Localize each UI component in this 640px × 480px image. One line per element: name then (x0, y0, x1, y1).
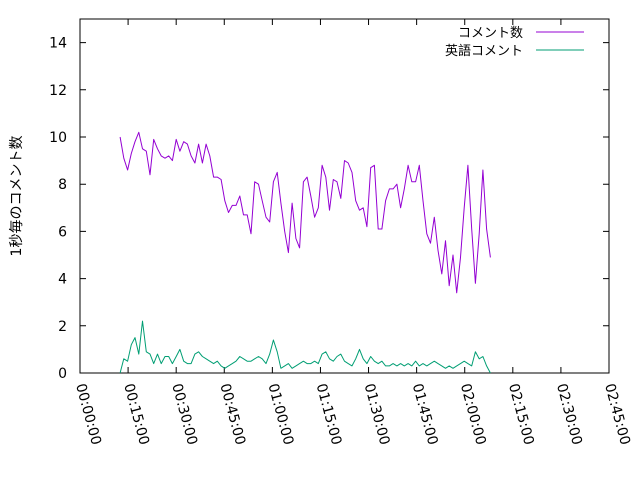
plot-frame (79, 18, 610, 374)
x-tick-label: 01:45:00 (409, 382, 441, 447)
y-tick-label: 14 (49, 36, 67, 52)
x-tick-label: 02:45:00 (601, 382, 633, 447)
x-tick-label: 01:30:00 (361, 382, 393, 447)
y-tick-label: 0 (58, 366, 67, 382)
legend-label: 英語コメント (445, 43, 523, 59)
y-tick-label: 2 (58, 319, 67, 335)
series-line-2 (119, 320, 491, 374)
y-tick-label: 10 (49, 130, 67, 146)
y-axis: 0 2 4 6 8 10 12 14 (49, 36, 609, 382)
x-tick-label: 02:30:00 (553, 382, 585, 447)
x-tick-label: 00:00:00 (72, 382, 104, 447)
x-axis: 00:00:00 00:15:00 00:30:00 00:45:00 01:00:00… (72, 19, 633, 447)
series-layer (119, 131, 491, 374)
x-tick-label: 00:15:00 (120, 382, 152, 447)
y-tick-label: 6 (58, 224, 67, 240)
legend-label: コメント数 (458, 26, 523, 41)
y-tick-label: 8 (58, 177, 67, 193)
x-tick-label: 02:00:00 (457, 382, 489, 447)
series-line-1 (119, 131, 491, 294)
x-tick-label: 01:15:00 (313, 382, 345, 447)
x-tick-label: 00:45:00 (216, 382, 248, 447)
x-tick-label: 02:15:00 (505, 382, 537, 447)
x-tick-label: 01:00:00 (264, 382, 296, 447)
y-tick-label: 4 (58, 272, 67, 288)
y-axis-label: 1秒毎のコメント数 (9, 136, 25, 257)
y-tick-label: 12 (49, 83, 67, 99)
x-tick-label: 00:30:00 (168, 382, 200, 447)
